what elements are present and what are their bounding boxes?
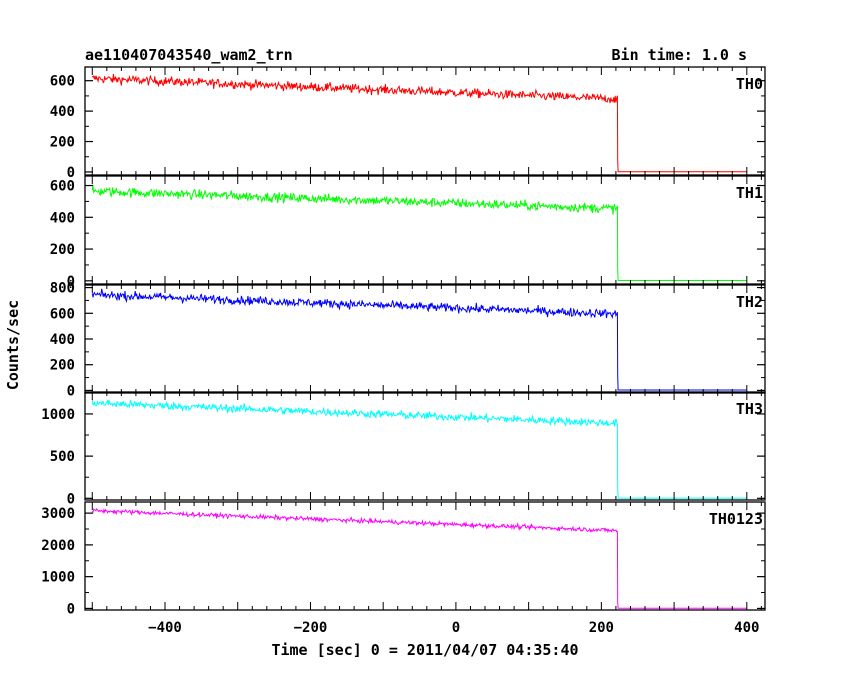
panel-th0: 0 200 400 600 TH0: [50, 66, 766, 181]
x-tick-labels: −400 −200 0 200 400: [148, 620, 759, 636]
panel-frame: [84, 391, 766, 501]
panel-frame: [84, 66, 766, 176]
y-tick-label: 500: [50, 449, 75, 465]
panel-label: TH0: [736, 75, 763, 93]
series-line-th0123: [91, 507, 747, 609]
series-line-th0: [91, 74, 747, 173]
y-tick-label: 600: [50, 179, 75, 195]
panel-th0123: 0 1000 2000 3000 TH0123: [41, 501, 766, 617]
y-tick-label: 2000: [41, 538, 75, 554]
y-tick-label: 0: [67, 491, 75, 507]
x-axis-label: Time [sec] 0 = 2011/04/07 04:35:40: [271, 641, 578, 659]
panel-label: TH3: [736, 400, 763, 418]
panel-frame: [84, 284, 766, 394]
y-tick-label: 0: [67, 165, 75, 181]
panel-label: TH0123: [709, 510, 763, 528]
panel-th3: 0 500 1000 TH3: [41, 391, 766, 507]
x-tick-label: −400: [148, 620, 182, 636]
y-tick-label: 1000: [41, 570, 75, 586]
y-tick-label: 0: [67, 383, 75, 399]
y-tick-label: 3000: [41, 506, 75, 522]
x-tick-label: −200: [294, 620, 328, 636]
y-tick-label: 800: [50, 281, 75, 297]
x-tick-label: 400: [734, 620, 759, 636]
panel-th1: 0 200 400 600 TH1: [50, 175, 766, 290]
bin-time-label: Bin time: 1.0 s: [612, 46, 747, 64]
y-tick-label: 200: [50, 135, 75, 151]
y-tick-label: 400: [50, 332, 75, 348]
y-tick-label: 600: [50, 74, 75, 90]
panel-label: TH2: [736, 293, 763, 311]
x-tick-label: 0: [452, 620, 460, 636]
series-line-th2: [91, 288, 747, 391]
panels-group: 0 200 400 600 TH0 0 200 400 600 TH1 0 200 400 600 800 T…: [41, 66, 766, 617]
chart-title: ae110407043540_wam2_trn: [85, 46, 293, 64]
y-tick-label: 0: [67, 601, 75, 617]
y-tick-label: 200: [50, 358, 75, 374]
panel-frame: [84, 175, 766, 285]
y-tick-label: 200: [50, 242, 75, 258]
y-axis-label: Counts/sec: [4, 300, 22, 390]
y-tick-label: 600: [50, 306, 75, 322]
panel-label: TH1: [736, 184, 763, 202]
series-line-th1: [91, 185, 747, 281]
y-tick-label: 1000: [41, 407, 75, 423]
panel-frame: [84, 501, 766, 611]
y-tick-label: 400: [50, 104, 75, 120]
x-tick-label: 200: [589, 620, 614, 636]
y-tick-label: 400: [50, 210, 75, 226]
y-tick-label: 0: [67, 274, 75, 290]
series-line-th3: [91, 398, 747, 499]
panel-th2: 0 200 400 600 800 TH2: [50, 281, 766, 399]
